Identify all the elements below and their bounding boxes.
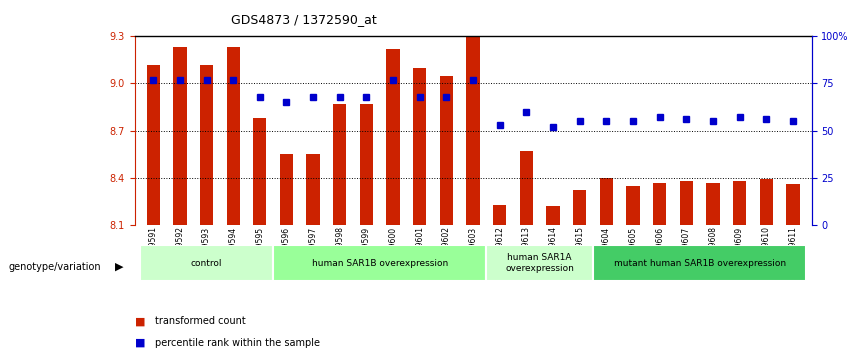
Bar bbox=[253, 118, 266, 225]
Bar bbox=[466, 0, 480, 225]
Bar bbox=[520, 151, 533, 225]
Bar bbox=[546, 206, 560, 225]
Bar bbox=[760, 179, 773, 225]
Bar bbox=[227, 47, 240, 225]
Bar bbox=[733, 181, 746, 225]
Text: control: control bbox=[191, 259, 222, 268]
Text: ■: ■ bbox=[135, 316, 145, 326]
Text: transformed count: transformed count bbox=[155, 316, 246, 326]
Text: genotype/variation: genotype/variation bbox=[9, 262, 102, 272]
Bar bbox=[386, 49, 400, 225]
FancyBboxPatch shape bbox=[486, 245, 593, 281]
Bar bbox=[306, 154, 319, 225]
Bar bbox=[200, 65, 214, 225]
FancyBboxPatch shape bbox=[273, 245, 486, 281]
Text: ▶: ▶ bbox=[115, 262, 124, 272]
Text: percentile rank within the sample: percentile rank within the sample bbox=[155, 338, 319, 348]
Bar bbox=[440, 76, 453, 225]
FancyBboxPatch shape bbox=[140, 245, 273, 281]
Bar bbox=[147, 65, 160, 225]
Text: GDS4873 / 1372590_at: GDS4873 / 1372590_at bbox=[231, 13, 377, 26]
Text: mutant human SAR1B overexpression: mutant human SAR1B overexpression bbox=[614, 259, 786, 268]
Bar bbox=[279, 154, 293, 225]
Bar bbox=[786, 184, 799, 225]
Bar bbox=[174, 47, 187, 225]
Text: human SAR1A
overexpression: human SAR1A overexpression bbox=[505, 253, 574, 273]
FancyBboxPatch shape bbox=[593, 245, 806, 281]
Bar bbox=[573, 191, 587, 225]
Bar bbox=[653, 183, 667, 225]
Text: ■: ■ bbox=[135, 338, 145, 348]
Bar bbox=[680, 181, 693, 225]
Bar bbox=[333, 104, 346, 225]
Bar bbox=[413, 68, 426, 225]
Bar bbox=[493, 205, 506, 225]
Bar bbox=[707, 183, 720, 225]
Bar bbox=[600, 178, 613, 225]
Bar bbox=[359, 104, 373, 225]
Bar bbox=[627, 186, 640, 225]
Text: human SAR1B overexpression: human SAR1B overexpression bbox=[312, 259, 448, 268]
